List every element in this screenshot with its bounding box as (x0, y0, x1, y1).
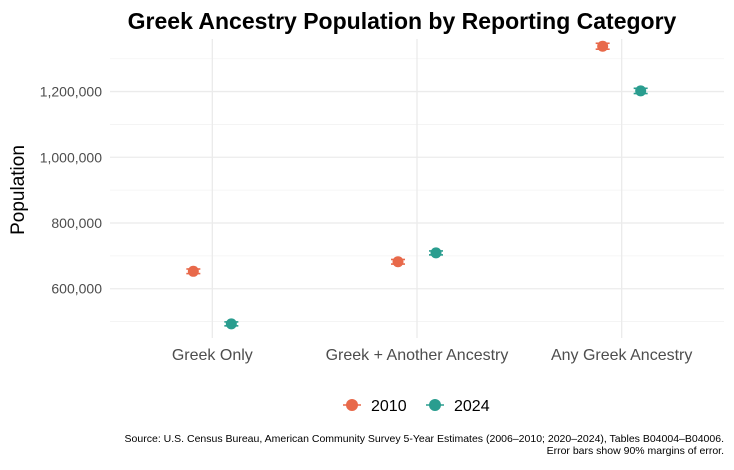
caption-line: Source: U.S. Census Bureau, American Com… (125, 433, 724, 445)
y-tick-label: 800,000 (51, 215, 102, 231)
legend-key-dot (429, 399, 441, 411)
data-points (186, 40, 648, 330)
grid-lines (110, 39, 724, 338)
y-axis-label: Population (8, 145, 29, 235)
y-tick-label: 1,000,000 (40, 149, 102, 165)
y-axis-ticks: 600,000 800,000 1,000,000 1,200,000 (40, 84, 103, 297)
legend-item: 2024 (426, 398, 490, 415)
chart-title: Greek Ancestry Population by Reporting C… (128, 8, 677, 34)
error-bar-group (429, 247, 443, 259)
x-tick-label: Greek + Another Ancestry (326, 347, 509, 364)
data-point (430, 247, 442, 259)
x-axis-ticks: Greek Only Greek + Another Ancestry Any Gr… (172, 347, 692, 364)
legend-key-dot (346, 399, 358, 411)
error-bar-group (633, 85, 648, 97)
data-point (635, 85, 647, 97)
legend-label: 2024 (454, 398, 490, 415)
error-bar-group (186, 265, 201, 277)
legend: 2010 2024 (343, 398, 490, 415)
data-point (392, 256, 404, 268)
x-tick-label: Any Greek Ancestry (551, 347, 692, 364)
legend-item: 2010 (343, 398, 407, 415)
source-caption: Source: U.S. Census Bureau, American Com… (125, 433, 724, 457)
x-tick-label: Greek Only (172, 347, 253, 364)
data-point (187, 265, 199, 277)
y-tick-label: 600,000 (51, 281, 102, 297)
data-point (597, 40, 609, 52)
caption-line: Error bars show 90% margins of error. (547, 445, 724, 457)
error-bar-group (224, 318, 239, 330)
y-tick-label: 1,200,000 (40, 84, 102, 100)
legend-label: 2010 (371, 398, 407, 415)
data-point (225, 318, 237, 330)
error-bar-group (391, 256, 405, 268)
error-bar-group (595, 40, 610, 52)
